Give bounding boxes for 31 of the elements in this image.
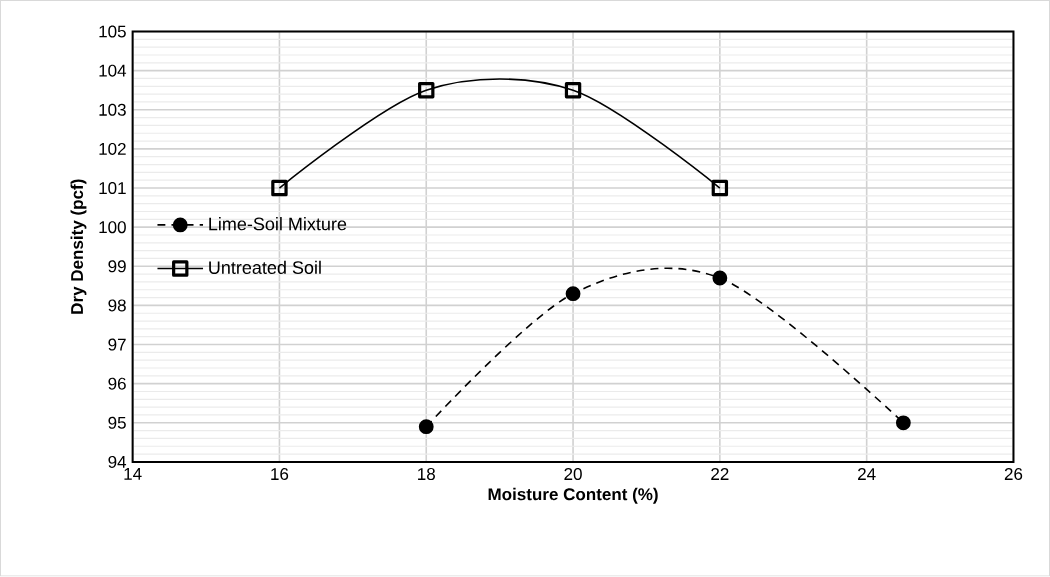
x-tick-label: 18 xyxy=(418,468,435,481)
y-tick-label: 100 xyxy=(99,221,126,234)
point xyxy=(564,82,582,99)
x-tick-label: 16 xyxy=(271,468,289,481)
y-tick-label: 94 xyxy=(108,456,127,469)
y-tick-label: 103 xyxy=(99,103,126,117)
point xyxy=(418,419,434,435)
y-tick-label: 96 xyxy=(108,377,126,390)
point xyxy=(712,270,728,286)
y-tick-label: 95 xyxy=(108,417,126,430)
point xyxy=(711,180,729,197)
y-axis-title: Dry Density (pcf) xyxy=(70,179,87,314)
point xyxy=(895,415,911,431)
point xyxy=(565,286,581,302)
y-tick-label: 102 xyxy=(99,143,126,156)
point xyxy=(271,180,288,197)
x-tick-label: 22 xyxy=(711,468,729,481)
y-tick-label: 101 xyxy=(99,182,126,195)
y-tick-label: 98 xyxy=(108,299,126,312)
x-tick-label: 26 xyxy=(1004,468,1023,481)
y-tick-label: 99 xyxy=(108,260,126,273)
x-tick-label: 14 xyxy=(124,468,142,480)
y-tick-label: 104 xyxy=(99,64,127,77)
legend-label: Untreated Soil xyxy=(209,260,321,275)
x-axis-title: Moisture Content (%) xyxy=(488,488,658,504)
x-tick-label: 20 xyxy=(564,468,582,481)
point xyxy=(418,82,435,99)
y-tick-label: 97 xyxy=(108,338,126,351)
x-tick-label: 24 xyxy=(858,468,876,481)
legend-label: Lime-Soil Mixture xyxy=(209,217,347,231)
y-tick-label: 105 xyxy=(99,25,126,38)
